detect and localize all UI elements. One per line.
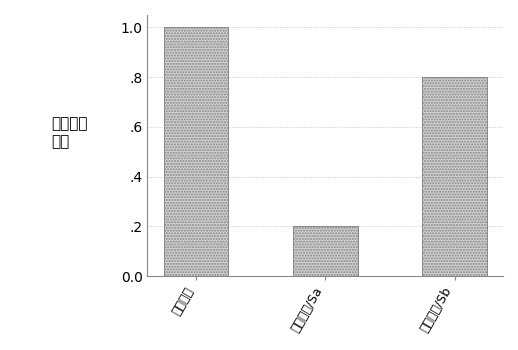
Text: 相对荧光
变化: 相对荧光 变化 bbox=[51, 116, 88, 149]
Bar bbox=[164, 27, 228, 276]
Bar bbox=[293, 226, 357, 276]
Bar bbox=[422, 77, 487, 276]
